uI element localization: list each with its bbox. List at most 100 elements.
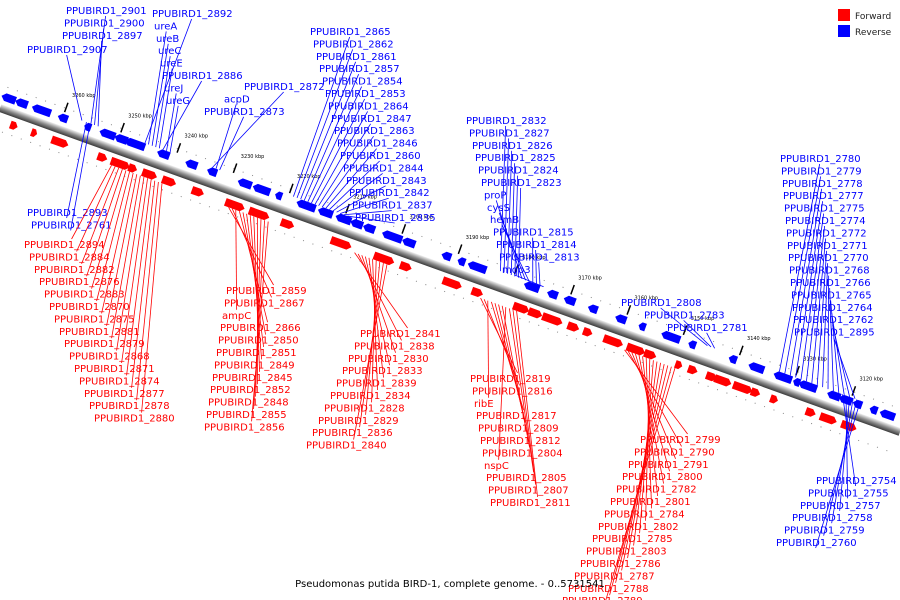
gene-label: PPUBIRD1_2802	[598, 522, 679, 533]
gene-label: PPUBIRD1_2811	[490, 498, 571, 509]
label-connector	[831, 312, 845, 395]
reverse-gene	[15, 98, 29, 109]
label-connector	[845, 395, 849, 499]
gene-label: PPUBIRD1_2760	[776, 538, 857, 549]
label-connector	[516, 310, 538, 498]
gene-label: mqo3	[502, 265, 531, 276]
forward-gene	[247, 206, 270, 221]
tick-label: 3160 kbp	[635, 296, 659, 302]
tick-mark	[176, 142, 182, 153]
gene-label: ureB	[156, 34, 179, 45]
label-connector	[332, 173, 383, 212]
label-connector	[609, 366, 672, 596]
reverse-gene	[114, 134, 129, 145]
gene-label: PPUBIRD1_2861	[316, 52, 397, 63]
forward-gene	[279, 218, 295, 230]
label-connector	[96, 171, 130, 302]
reverse-gene	[748, 362, 766, 375]
gene-label: PPUBIRD1_2790	[634, 447, 715, 458]
forward-gene	[713, 374, 732, 387]
label-connector	[507, 150, 513, 274]
forward-gene	[749, 387, 761, 397]
label-connector	[212, 91, 284, 168]
reverse-gene	[688, 340, 698, 350]
tick-mark	[570, 284, 575, 295]
label-connector	[510, 163, 516, 276]
gene-label: cysS	[487, 203, 510, 214]
reverse-gene	[185, 159, 199, 171]
reverse-gene	[827, 390, 842, 402]
label-connector	[816, 250, 828, 386]
label-connector	[253, 216, 260, 372]
gene-label: PPUBIRD1_2845	[212, 373, 293, 384]
label-connector	[106, 174, 138, 326]
gene-label: PPUBIRD1_2851	[216, 348, 297, 359]
tick-label: 3170 kbp	[578, 275, 602, 281]
label-connector	[141, 183, 163, 413]
label-connector	[169, 105, 179, 153]
forward-gene	[109, 156, 130, 170]
gene-label: PPUBIRD1_2754	[816, 476, 897, 487]
label-connector	[251, 221, 269, 422]
gene-label: PPUBIRD1_2876	[39, 277, 120, 288]
label-connector	[500, 125, 507, 272]
backbone-band	[0, 104, 900, 436]
label-connector	[811, 238, 827, 384]
forward-gene	[527, 307, 543, 319]
gene-label: PPUBIRD1_2833	[342, 366, 423, 377]
label-connector	[372, 259, 378, 391]
gene-label: ribE	[474, 399, 494, 410]
reverse-gene	[207, 167, 219, 178]
label-connector	[66, 54, 83, 121]
tick-label: 3260 kbp	[72, 93, 96, 99]
reverse-gene	[587, 304, 599, 315]
gene-label: PPUBIRD1_2882	[34, 265, 115, 276]
label-connector	[303, 74, 360, 201]
gene-label: PPUBIRD1_2827	[469, 128, 550, 139]
reverse-gene	[615, 314, 628, 325]
label-connector	[76, 166, 116, 252]
gene-label: PPUBIRD1_2824	[478, 166, 559, 177]
label-connector	[318, 123, 371, 206]
gene-label: PPUBIRD1_2803	[586, 547, 667, 558]
reverse-gene	[467, 261, 488, 275]
tick-mark	[401, 223, 407, 234]
tick-label: 3150 kbp	[691, 316, 715, 322]
forward-gene	[818, 412, 837, 425]
gene-label: PPUBIRD1_2852	[210, 385, 291, 396]
gene-label: PPUBIRD1_2859	[226, 286, 307, 297]
gene-label: PPUBIRD1_2871	[74, 364, 155, 375]
gene-label: PPUBIRD1_2816	[472, 386, 553, 397]
forward-gene	[329, 236, 352, 250]
label-connector	[498, 307, 507, 460]
gene-label: ampC	[222, 311, 251, 322]
label-connector	[116, 176, 145, 351]
label-connector	[364, 256, 390, 366]
label-connector	[833, 337, 856, 399]
gene-label: PPUBIRD1_2809	[478, 424, 559, 435]
gene-label: PPUBIRD1_2883	[44, 290, 125, 301]
tick-label: 3120 kbp	[860, 377, 884, 383]
reverse-gene	[879, 409, 897, 422]
forward-legend-swatch	[838, 9, 850, 21]
gene-label: PPUBIRD1_2907	[27, 45, 108, 56]
tick-label: 3230 kbp	[241, 154, 265, 160]
label-connector	[94, 28, 105, 126]
label-connector	[487, 300, 490, 398]
gene-label: PPUBIRD1_2775	[784, 204, 865, 215]
gene-label: PPUBIRD1_2880	[94, 414, 175, 425]
reverse-gene	[99, 128, 117, 141]
gene-label: PPUBIRD1_2857	[319, 64, 400, 75]
forward-gene	[470, 286, 483, 298]
label-connector	[86, 168, 123, 277]
label-connector	[615, 365, 669, 583]
gene-label: PPUBIRD1_2842	[349, 188, 430, 199]
tick-label: 3240 kbp	[185, 134, 209, 140]
label-connector	[249, 215, 262, 360]
label-connector	[148, 31, 167, 145]
gene-label: PPUBIRD1_2765	[791, 290, 872, 301]
gene-label: PPUBIRD1_2826	[472, 141, 553, 152]
gene-label: PPUBIRD1_2843	[346, 176, 427, 187]
forward-gene	[704, 371, 717, 382]
